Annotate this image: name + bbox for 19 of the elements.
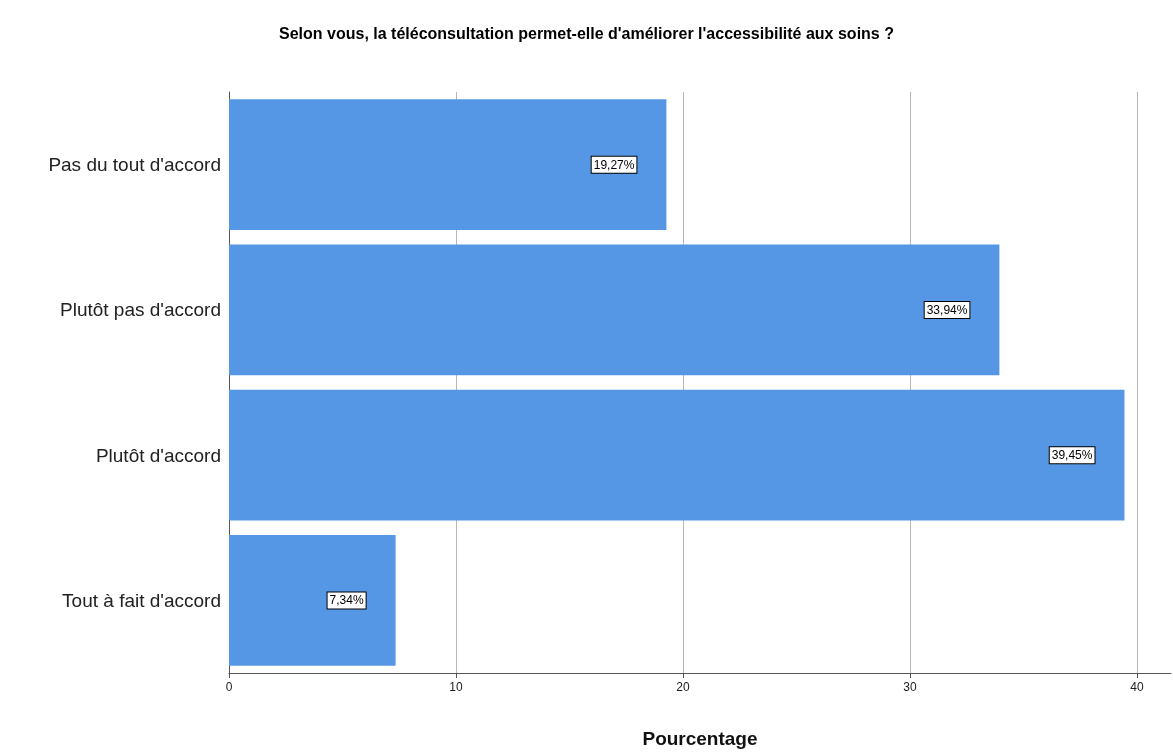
bar bbox=[229, 389, 1125, 521]
y-tick-label: Plutôt d'accord bbox=[95, 444, 221, 466]
data-label: 33,94% bbox=[926, 302, 968, 317]
x-tick-label: 10 bbox=[449, 680, 463, 694]
x-tick-label: 20 bbox=[676, 680, 690, 694]
bar bbox=[229, 99, 667, 230]
data-label: 39,45% bbox=[1051, 448, 1093, 463]
bar bbox=[229, 244, 1000, 376]
x-tick-label: 0 bbox=[225, 680, 233, 694]
y-tick-label: Plutôt pas d'accord bbox=[60, 299, 221, 321]
y-tick-label: Pas du tout d'accord bbox=[48, 154, 221, 176]
y-tick-label: Tout à fait d'accord bbox=[62, 589, 221, 611]
chart-title: Selon vous, la téléconsultation permet-elle d'améliorer l'accessibilité aux soins ? bbox=[279, 24, 894, 42]
x-axis-title: Pourcentage bbox=[642, 728, 758, 749]
data-label: 7,34% bbox=[329, 593, 364, 608]
bar bbox=[229, 535, 396, 666]
x-tick-label: 30 bbox=[903, 680, 917, 694]
data-label: 19,27% bbox=[593, 157, 635, 172]
x-tick-label: 40 bbox=[1130, 680, 1144, 694]
